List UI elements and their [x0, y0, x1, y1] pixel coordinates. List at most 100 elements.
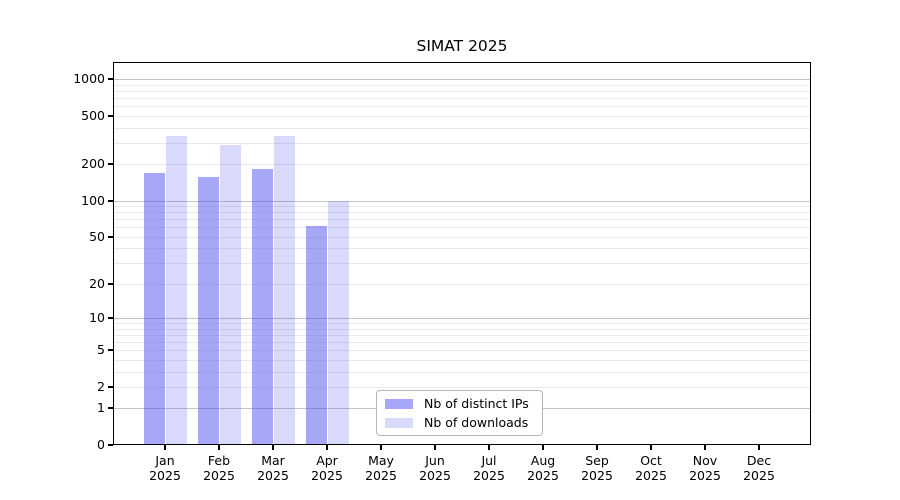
x-tick [434, 445, 436, 450]
x-tick [542, 445, 544, 450]
y-tick [108, 114, 113, 117]
gridline-minor [113, 236, 811, 238]
bar-apr-s1 [327, 200, 349, 445]
legend-item-downloads: Nb of downloads [385, 415, 534, 430]
y-tick-label: 5 [97, 342, 105, 358]
x-tick [272, 445, 274, 450]
gridline-minor [113, 90, 811, 92]
legend-swatch-downloads [385, 417, 413, 428]
x-tick-label-year: 2025 [257, 468, 289, 483]
gridline-minor [113, 219, 811, 221]
legend-label-distinct-ips: Nb of distinct IPs [424, 396, 529, 411]
x-tick-label-year: 2025 [419, 468, 451, 483]
y-tick [108, 349, 113, 352]
x-tick-label-month: Feb [207, 453, 231, 468]
y-tick-label: 2 [97, 378, 105, 394]
gridline-minor [113, 248, 811, 250]
bar-feb-s1 [219, 145, 241, 445]
y-tick-label: 20 [89, 275, 105, 291]
x-tick-label-year: 2025 [743, 468, 775, 483]
plot-area: Nb of distinct IPs Nb of downloads 0 1 2 5 1… [73, 62, 811, 483]
gridline-minor [113, 371, 811, 373]
y-tick-label: 1 [97, 400, 105, 416]
bar-jan-s0 [143, 172, 165, 445]
gridline-minor [113, 334, 811, 336]
x-tick [650, 445, 652, 450]
y-tick [108, 444, 113, 446]
x-tick [488, 445, 490, 450]
y-tick [108, 282, 113, 285]
x-tick-label-month: Nov [692, 453, 718, 468]
x-tick [596, 445, 598, 450]
chart-title: SIMAT 2025 [416, 37, 508, 55]
x-tick-label-month: Sep [585, 453, 609, 468]
x-tick-label-year: 2025 [203, 468, 235, 483]
x-tick-label-year: 2025 [149, 468, 181, 483]
gridline-minor [113, 164, 811, 166]
x-tick-label-month: Aug [530, 453, 556, 468]
bar-apr-s0 [305, 225, 327, 445]
y-tick [108, 317, 113, 319]
legend-swatch-distinct-ips [385, 398, 413, 409]
x-tick-label-month: Jun [425, 453, 445, 468]
x-tick-label-year: 2025 [311, 468, 343, 483]
x-tick-label-year: 2025 [689, 468, 721, 483]
x-tick-label-month: Dec [746, 453, 772, 468]
x-tick [164, 445, 166, 450]
x-tick-label-year: 2025 [473, 468, 505, 483]
gridline-minor [113, 350, 811, 352]
x-tick-label-year: 2025 [581, 468, 613, 483]
y-tick-label: 1000 [73, 71, 105, 86]
y-tick [108, 407, 113, 410]
y-tick-label: 50 [89, 228, 105, 244]
gridline-minor [113, 106, 811, 108]
gridline-minor [113, 386, 811, 388]
x-tick-label-month: May [368, 453, 394, 468]
legend-label-downloads: Nb of downloads [424, 415, 529, 430]
y-tick [108, 199, 113, 202]
gridline-minor [113, 328, 811, 330]
x-tick [326, 445, 328, 450]
x-tick-label-month: Oct [640, 453, 662, 468]
bar-feb-s0 [197, 176, 219, 445]
gridline-major [113, 79, 811, 80]
y-tick-label: 200 [81, 156, 105, 172]
gridline-minor [113, 212, 811, 214]
x-tick [380, 445, 382, 450]
gridline-minor [113, 84, 811, 86]
legend: Nb of distinct IPs Nb of downloads [376, 390, 543, 436]
gridline-minor [113, 115, 811, 117]
gridline-minor [113, 283, 811, 285]
y-tick-label: 500 [81, 107, 105, 123]
y-tick-label: 0 [97, 437, 105, 452]
gridline-minor [113, 359, 811, 361]
x-tick-label-month: Apr [316, 453, 338, 468]
bar-mar-s1 [273, 136, 295, 445]
x-tick-label-year: 2025 [365, 468, 397, 483]
x-tick-label-year: 2025 [527, 468, 559, 483]
gridline-major [113, 318, 811, 319]
gridline-minor [113, 97, 811, 99]
gridline-minor [113, 341, 811, 343]
gridline-minor [113, 127, 811, 129]
gridline-minor [113, 142, 811, 144]
y-tick [108, 78, 113, 80]
gridline-major [113, 200, 811, 202]
y-tick [108, 163, 113, 166]
gridline-minor [113, 323, 811, 324]
gridline-minor [113, 263, 811, 265]
gridline-minor [113, 227, 811, 229]
x-tick-label-year: 2025 [635, 468, 667, 483]
x-tick-label-month: Mar [261, 453, 285, 468]
gridline-minor [113, 206, 811, 208]
y-tick [108, 385, 113, 388]
bar-jan-s1 [165, 136, 187, 445]
bar-mar-s0 [251, 168, 273, 445]
y-tick-label: 100 [81, 192, 105, 208]
y-tick [108, 235, 113, 238]
y-tick-label: 10 [89, 310, 105, 325]
x-tick-label-month: Jan [155, 453, 175, 468]
legend-item-distinct-ips: Nb of distinct IPs [385, 396, 534, 411]
x-tick [758, 445, 760, 450]
x-tick-label-month: Jul [481, 453, 497, 468]
